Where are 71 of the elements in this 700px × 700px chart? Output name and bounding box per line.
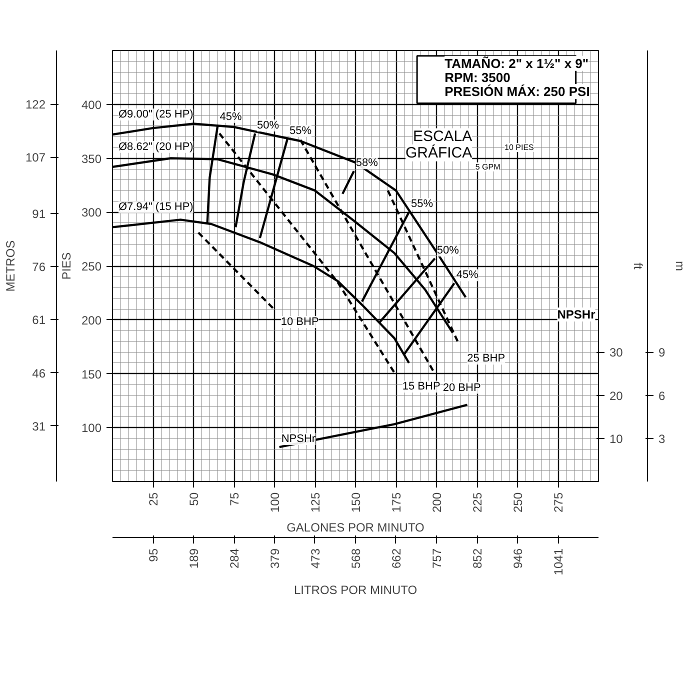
y-tick-label: 350 bbox=[81, 152, 102, 166]
annotation: PRESIÓN MÁX: 250 PSI bbox=[444, 84, 590, 99]
series-label: 45% bbox=[220, 110, 242, 123]
annotation: 10 PIES bbox=[504, 142, 534, 152]
x2-tick-label: 568 bbox=[349, 548, 364, 569]
series-label: 20 BHP bbox=[442, 382, 481, 394]
x-tick-label: 125 bbox=[308, 492, 322, 513]
y-tick-label: 200 bbox=[81, 313, 102, 328]
x-tick-label: 25 bbox=[146, 492, 160, 506]
series-label: 15 BHP bbox=[402, 380, 440, 393]
series-label: 50% bbox=[436, 244, 460, 256]
annotation: GRÁFICA bbox=[405, 143, 472, 162]
y3-tick-label: 61 bbox=[32, 313, 46, 328]
x-tick-label: 200 bbox=[430, 492, 444, 513]
x-tick-label: 75 bbox=[228, 492, 242, 506]
x2-tick-label: 946 bbox=[510, 548, 525, 569]
x-tick-label: 100 bbox=[268, 492, 282, 513]
text: 9 bbox=[658, 346, 666, 360]
y3-tick-label: 46 bbox=[32, 366, 46, 380]
series-label: Ø9.00" (25 HP) bbox=[118, 108, 194, 121]
annotation: TAMAÑO: 2" x 1½" x 9" bbox=[444, 56, 589, 71]
x-tick-label: 150 bbox=[349, 492, 363, 513]
x-axis-title: GALONES POR MINUTO bbox=[286, 520, 424, 535]
annotation: NPSHr bbox=[557, 307, 596, 322]
text: ft bbox=[630, 262, 645, 270]
series-label: 58% bbox=[356, 157, 378, 170]
series-label: Ø8.62" (20 HP) bbox=[118, 140, 194, 153]
y-tick-label: 250 bbox=[81, 260, 102, 274]
series-label: 10 BHP bbox=[280, 316, 319, 328]
x2-tick-label: 189 bbox=[186, 548, 201, 569]
text: m bbox=[673, 261, 688, 271]
y2-tick-label: 20 bbox=[610, 388, 624, 403]
y3-tick-label: 122 bbox=[25, 98, 46, 112]
x2-tick-label: 379 bbox=[268, 548, 282, 569]
x-tick-label: 275 bbox=[552, 492, 566, 513]
y3-axis-title: METROS bbox=[3, 240, 18, 292]
y-tick-label: 300 bbox=[81, 206, 102, 220]
x2-tick-label: 757 bbox=[430, 548, 444, 569]
x-tick-label: 175 bbox=[390, 492, 404, 513]
x2-tick-label: 95 bbox=[146, 548, 161, 562]
y-tick-label: 150 bbox=[81, 367, 102, 382]
series-label: 50% bbox=[257, 119, 280, 132]
y-tick-label: 100 bbox=[81, 421, 102, 436]
y3-tick-label: 76 bbox=[32, 260, 46, 274]
y3-tick-label: 31 bbox=[32, 419, 46, 434]
text: 3 bbox=[658, 432, 666, 446]
series-label: 55% bbox=[289, 124, 312, 137]
x-tick-label: 225 bbox=[470, 492, 484, 513]
text: 6 bbox=[658, 388, 666, 403]
series-label: 45% bbox=[456, 269, 479, 282]
x2-tick-label: 662 bbox=[389, 548, 404, 569]
x2-tick-label: 473 bbox=[308, 548, 322, 569]
x2-tick-label: 852 bbox=[470, 548, 485, 569]
y3-tick-label: 107 bbox=[25, 150, 46, 165]
x2-tick-label: 1041 bbox=[552, 548, 566, 576]
annotation: ESCALA bbox=[412, 128, 472, 146]
x-tick-label: 50 bbox=[187, 492, 201, 506]
y-tick-label: 400 bbox=[81, 98, 102, 112]
y-axis-title: PIES bbox=[59, 252, 74, 280]
annotation: 5 GPM bbox=[475, 162, 501, 172]
series-label: NPSHr bbox=[281, 433, 316, 446]
y3-tick-label: 91 bbox=[32, 207, 46, 222]
series-label: Ø7.94" (15 HP) bbox=[118, 201, 194, 214]
x-tick-label: 250 bbox=[511, 492, 525, 513]
annotation: RPM: 3500 bbox=[444, 70, 510, 85]
y2-tick-label: 30 bbox=[610, 346, 624, 360]
x2-tick-label: 284 bbox=[228, 548, 242, 569]
series-label: 55% bbox=[410, 198, 434, 210]
series-label: 25 BHP bbox=[467, 352, 506, 365]
y2-tick-label: 10 bbox=[610, 432, 624, 446]
x2-axis-title: LITROS POR MINUTO bbox=[294, 583, 418, 598]
